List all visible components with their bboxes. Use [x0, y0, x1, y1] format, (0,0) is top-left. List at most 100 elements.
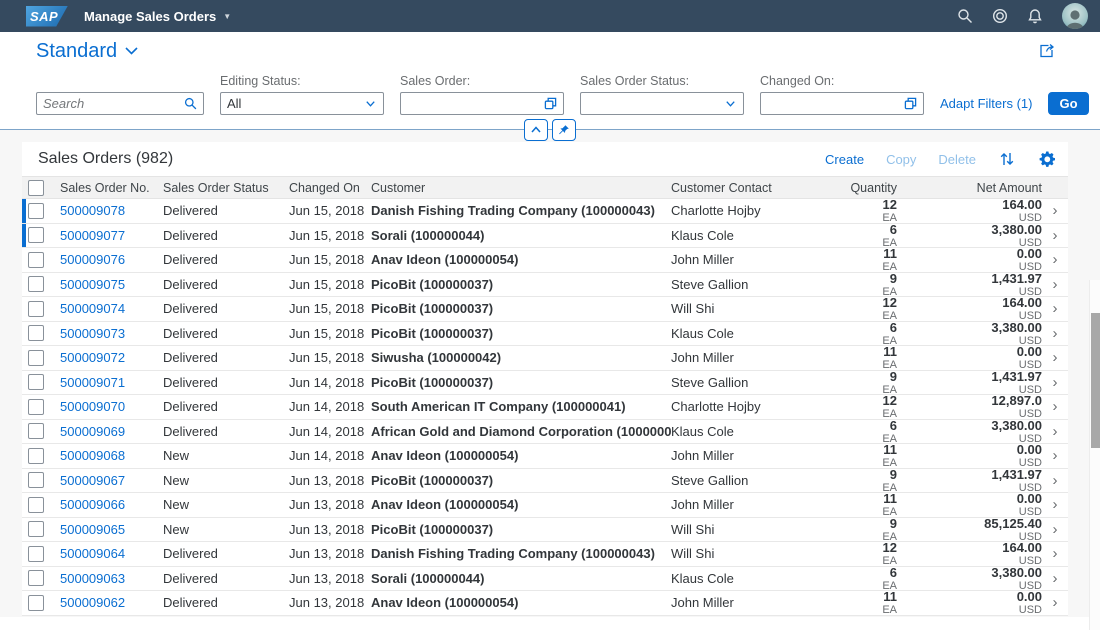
search-icon[interactable]	[957, 8, 973, 24]
adapt-filters-link[interactable]: Adapt Filters (1)	[940, 96, 1033, 111]
pin-filter-bar-button[interactable]	[552, 119, 576, 141]
table-row[interactable]: 500009076 Delivered Jun 15, 2018 Anav Ideon…	[22, 246, 1068, 273]
column-header[interactable]: Changed On	[289, 180, 360, 195]
sales-order-no-link[interactable]: 500009073	[60, 325, 126, 341]
sales-order-no-link[interactable]: 500009066	[60, 497, 126, 513]
value-help-icon[interactable]	[904, 97, 917, 110]
row-checkbox[interactable]	[28, 325, 44, 342]
sales-order-no-link[interactable]: 500009063	[60, 570, 126, 586]
sales-order-no-link[interactable]: 500009065	[60, 521, 126, 537]
row-checkbox[interactable]	[28, 472, 44, 489]
settings-gear-icon[interactable]	[1038, 150, 1056, 168]
chevron-right-icon[interactable]: ›	[1052, 373, 1058, 391]
column-header[interactable]: Customer Contact	[671, 180, 772, 195]
create-button[interactable]: Create	[825, 151, 865, 167]
user-avatar[interactable]	[1062, 3, 1088, 29]
column-header[interactable]: Sales Order No.	[60, 180, 150, 195]
table-row[interactable]: 500009075 Delivered Jun 15, 2018 PicoBit (1…	[22, 271, 1068, 298]
sort-icon[interactable]	[998, 150, 1016, 168]
table-row[interactable]: 500009078 Delivered Jun 15, 2018 Danish Fis…	[22, 197, 1068, 224]
column-header[interactable]: Quantity	[850, 180, 897, 195]
sales-order-no-link[interactable]: 500009071	[60, 374, 126, 390]
chevron-right-icon[interactable]: ›	[1052, 422, 1058, 440]
chevron-right-icon[interactable]: ›	[1052, 324, 1058, 342]
row-checkbox[interactable]	[28, 300, 44, 317]
row-checkbox[interactable]	[28, 202, 44, 219]
sales-order-no-link[interactable]: 500009067	[60, 472, 126, 488]
sales-order-no-link[interactable]: 500009069	[60, 423, 126, 439]
search-icon[interactable]	[184, 97, 197, 110]
chevron-right-icon[interactable]: ›	[1052, 275, 1058, 293]
chevron-right-icon[interactable]: ›	[1052, 226, 1058, 244]
row-checkbox[interactable]	[28, 251, 44, 268]
chevron-right-icon[interactable]: ›	[1052, 545, 1058, 563]
chevron-right-icon[interactable]: ›	[1052, 251, 1058, 269]
copy-button[interactable]: Copy	[886, 151, 917, 167]
table-row[interactable]: 500009068 New Jun 14, 2018 Anav Ideon (1000…	[22, 442, 1068, 469]
copilot-icon[interactable]	[992, 8, 1008, 24]
sales-order-status-select[interactable]	[580, 92, 744, 115]
select-all-checkbox[interactable]	[28, 179, 44, 196]
table-row[interactable]: 500009066 New Jun 13, 2018 Anav Ideon (1000…	[22, 491, 1068, 518]
app-title-menu[interactable]: Manage Sales Orders ▼	[84, 9, 231, 24]
go-button[interactable]: Go	[1048, 92, 1089, 115]
chevron-right-icon[interactable]: ›	[1052, 520, 1058, 538]
row-checkbox[interactable]	[28, 374, 44, 391]
chevron-right-icon[interactable]: ›	[1052, 594, 1058, 612]
column-header[interactable]: Net Amount	[976, 180, 1042, 195]
row-checkbox[interactable]	[28, 349, 44, 366]
sales-order-no-link[interactable]: 500009075	[60, 276, 126, 292]
sales-order-no-link[interactable]: 500009078	[60, 203, 126, 219]
chevron-right-icon[interactable]: ›	[1052, 496, 1058, 514]
scrollbar-thumb[interactable]	[1091, 313, 1100, 448]
changed-on-input[interactable]	[760, 92, 924, 115]
table-row[interactable]: 500009069 Delivered Jun 14, 2018 African Go…	[22, 418, 1068, 445]
row-checkbox[interactable]	[28, 545, 44, 562]
sales-order-no-link[interactable]: 500009077	[60, 227, 126, 243]
row-checkbox[interactable]	[28, 496, 44, 513]
sales-order-no-link[interactable]: 500009074	[60, 301, 126, 317]
sales-order-input[interactable]	[400, 92, 564, 115]
value-help-icon[interactable]	[544, 97, 557, 110]
table-row[interactable]: 500009063 Delivered Jun 13, 2018 Sorali (10…	[22, 565, 1068, 592]
collapse-filter-bar-button[interactable]	[524, 119, 548, 141]
table-row[interactable]: 500009073 Delivered Jun 15, 2018 PicoBit (1…	[22, 320, 1068, 347]
table-row[interactable]: 500009072 Delivered Jun 15, 2018 Siwusha (1…	[22, 344, 1068, 371]
row-checkbox[interactable]	[28, 447, 44, 464]
row-checkbox[interactable]	[28, 521, 44, 538]
table-row[interactable]: 500009077 Delivered Jun 15, 2018 Sorali (10…	[22, 222, 1068, 249]
sap-logo[interactable]: SAP	[26, 5, 68, 27]
chevron-right-icon[interactable]: ›	[1052, 569, 1058, 587]
table-row[interactable]: 500009067 New Jun 13, 2018 PicoBit (1000000…	[22, 467, 1068, 494]
table-row[interactable]: 500009071 Delivered Jun 14, 2018 PicoBit (1…	[22, 369, 1068, 396]
share-icon[interactable]	[1038, 42, 1056, 60]
row-checkbox[interactable]	[28, 398, 44, 415]
table-row[interactable]: 500009070 Delivered Jun 14, 2018 South Amer…	[22, 393, 1068, 420]
chevron-right-icon[interactable]: ›	[1052, 471, 1058, 489]
sales-order-no-link[interactable]: 500009064	[60, 546, 126, 562]
row-checkbox[interactable]	[28, 570, 44, 587]
editing-status-select[interactable]: All	[220, 92, 384, 115]
sales-order-no-link[interactable]: 500009070	[60, 399, 126, 415]
sales-order-no-link[interactable]: 500009072	[60, 350, 126, 366]
chevron-right-icon[interactable]: ›	[1052, 447, 1058, 465]
row-checkbox[interactable]	[28, 227, 44, 244]
row-checkbox[interactable]	[28, 594, 44, 611]
sales-order-no-link[interactable]: 500009062	[60, 595, 126, 611]
variant-selector[interactable]: Standard	[36, 40, 138, 63]
table-row[interactable]: 500009065 New Jun 13, 2018 PicoBit (1000000…	[22, 516, 1068, 543]
row-checkbox[interactable]	[28, 423, 44, 440]
chevron-right-icon[interactable]: ›	[1052, 300, 1058, 318]
column-header[interactable]: Customer	[371, 180, 426, 195]
column-header[interactable]: Sales Order Status	[163, 180, 269, 195]
row-checkbox[interactable]	[28, 276, 44, 293]
search-input[interactable]: Search	[36, 92, 204, 115]
table-row[interactable]: 500009064 Delivered Jun 13, 2018 Danish Fis…	[22, 540, 1068, 567]
table-row[interactable]: 500009074 Delivered Jun 15, 2018 PicoBit (1…	[22, 295, 1068, 322]
sales-order-no-link[interactable]: 500009076	[60, 252, 126, 268]
delete-button[interactable]: Delete	[938, 151, 976, 167]
table-row[interactable]: 500009062 Delivered Jun 13, 2018 Anav Ideon…	[22, 589, 1068, 616]
vertical-scrollbar[interactable]	[1089, 280, 1100, 630]
chevron-right-icon[interactable]: ›	[1052, 349, 1058, 367]
notifications-bell-icon[interactable]	[1027, 8, 1043, 24]
